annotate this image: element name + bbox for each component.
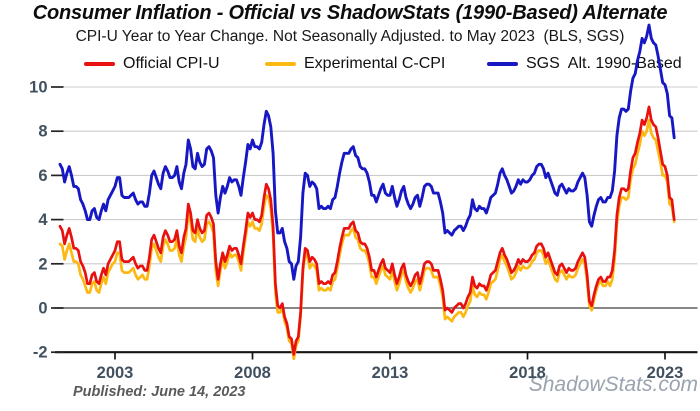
chart-title: Consumer Inflation - Official vs ShadowS… [32, 2, 668, 24]
legend-item-official-cpiu: Official CPI-U [84, 54, 220, 73]
series-lines [58, 23, 676, 361]
svg-text:2: 2 [38, 255, 47, 273]
legend-label-experimental-ccpi: Experimental C-CPI [304, 54, 446, 72]
legend-swatch-official-cpiu-icon [84, 61, 115, 66]
legend-item-experimental-ccpi: Experimental C-CPI [265, 54, 445, 73]
axis-ticks [51, 86, 666, 360]
svg-text:0: 0 [38, 300, 47, 318]
svg-text:8: 8 [38, 123, 47, 141]
shadowstats-watermark: ShadowStats.com [528, 373, 698, 396]
svg-text:2008: 2008 [234, 364, 271, 382]
svg-text:10: 10 [29, 79, 47, 97]
svg-text:4: 4 [38, 211, 48, 229]
chart-subtitle: CPI-U Year to Year Change. Not Seasonall… [75, 28, 625, 45]
y-gridlines [55, 86, 698, 354]
legend-label-official-cpiu: Official CPI-U [123, 54, 220, 72]
experimental-ccpi-line [58, 118, 676, 361]
official-cpiu-line [58, 105, 676, 356]
legend-item-sgs-alt-1990: SGS Alt. 1990-Based [487, 54, 682, 73]
svg-text:6: 6 [38, 167, 47, 185]
svg-text:2013: 2013 [372, 364, 409, 382]
legend-swatch-sgs-alt-1990-icon [487, 61, 518, 66]
published-date: Published: June 14, 2023 [73, 384, 246, 400]
svg-text:-2: -2 [33, 344, 48, 362]
legend-swatch-experimental-ccpi-icon [265, 61, 296, 66]
svg-text:2003: 2003 [97, 364, 134, 382]
legend-label-sgs-alt-1990: SGS Alt. 1990-Based [526, 54, 682, 72]
